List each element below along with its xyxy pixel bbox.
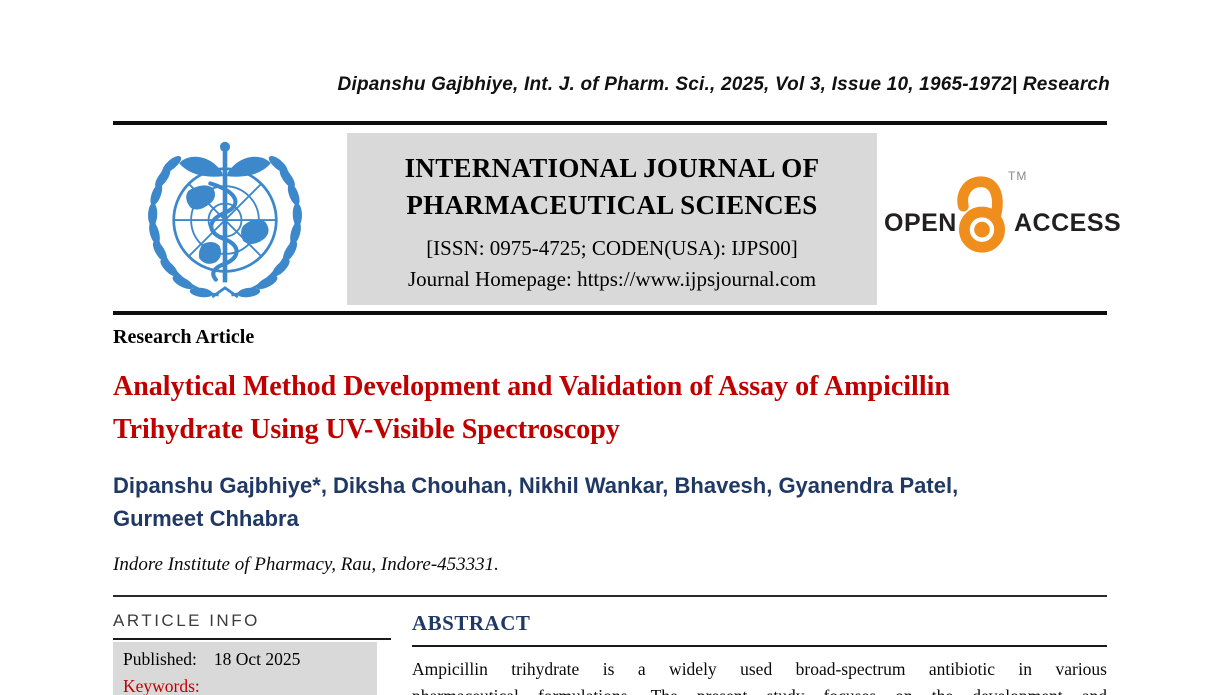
published-label: Published:: [123, 649, 197, 669]
abstract-rule: [412, 645, 1107, 647]
journal-name-line1: INTERNATIONAL JOURNAL OF: [404, 153, 820, 183]
article-title: Analytical Method Development and Valida…: [113, 365, 1113, 451]
article-info-heading: ARTICLE INFO: [113, 611, 260, 630]
masthead-banner: INTERNATIONAL JOURNAL OF PHARMACEUTICAL …: [347, 133, 877, 305]
author-affiliation: Indore Institute of Pharmacy, Rau, Indor…: [113, 554, 499, 575]
article-info-box: Published: 18 Oct 2025 Keywords:: [113, 642, 377, 695]
abstract-panel: ABSTRACT Ampicillin trihydrate is a wide…: [412, 611, 1107, 695]
article-type-label: Research Article: [113, 326, 255, 348]
section-divider-rule: [113, 595, 1107, 597]
journal-issn: [ISSN: 0975-4725; CODEN(USA): IJPS00]: [426, 236, 798, 260]
author-list: Dipanshu Gajbhiye*, Diksha Chouhan, Nikh…: [113, 469, 1113, 535]
open-access-word-access: ACCESS: [1014, 209, 1122, 237]
published-date: 18 Oct 2025: [213, 649, 301, 669]
masthead-rule-bottom: [113, 311, 1107, 315]
article-title-line1: Analytical Method Development and Valida…: [113, 371, 950, 402]
author-list-line2: Gurmeet Chhabra: [113, 506, 299, 531]
published-row: Published: 18 Oct 2025: [123, 649, 377, 670]
keywords-label: Keywords:: [123, 676, 200, 695]
article-info-panel: ARTICLE INFO Published: 18 Oct 2025 Keywo…: [113, 611, 391, 695]
open-access-word-open: OPEN: [884, 209, 957, 237]
running-head-citation: Dipanshu Gajbhiye, Int. J. of Pharm. Sci…: [337, 74, 1110, 95]
abstract-text: Ampicillin trihydrate is a widely used b…: [412, 656, 1107, 695]
trademark-symbol: TM: [1008, 169, 1028, 183]
open-access-logo: OPEN TM ACCESS: [884, 163, 1121, 259]
article-title-line2: Trihydrate Using UV-Visible Spectroscopy: [113, 414, 620, 445]
header-rule-top: [113, 121, 1107, 125]
author-list-line1: Dipanshu Gajbhiye*, Diksha Chouhan, Nikh…: [113, 473, 959, 498]
open-access-padlock-icon: [957, 176, 1005, 253]
journal-homepage-link[interactable]: Journal Homepage: https://www.ijpsjourna…: [407, 267, 817, 291]
abstract-line1: Ampicillin trihydrate is a widely used b…: [412, 659, 1107, 679]
journal-emblem-globe-caduceus-icon: [148, 141, 304, 300]
article-info-rule: [113, 638, 391, 640]
abstract-heading: ABSTRACT: [412, 611, 531, 635]
abstract-line2: pharmaceutical formulations. The present…: [412, 683, 1107, 695]
journal-name-line2: PHARMACEUTICAL SCIENCES: [406, 190, 818, 220]
